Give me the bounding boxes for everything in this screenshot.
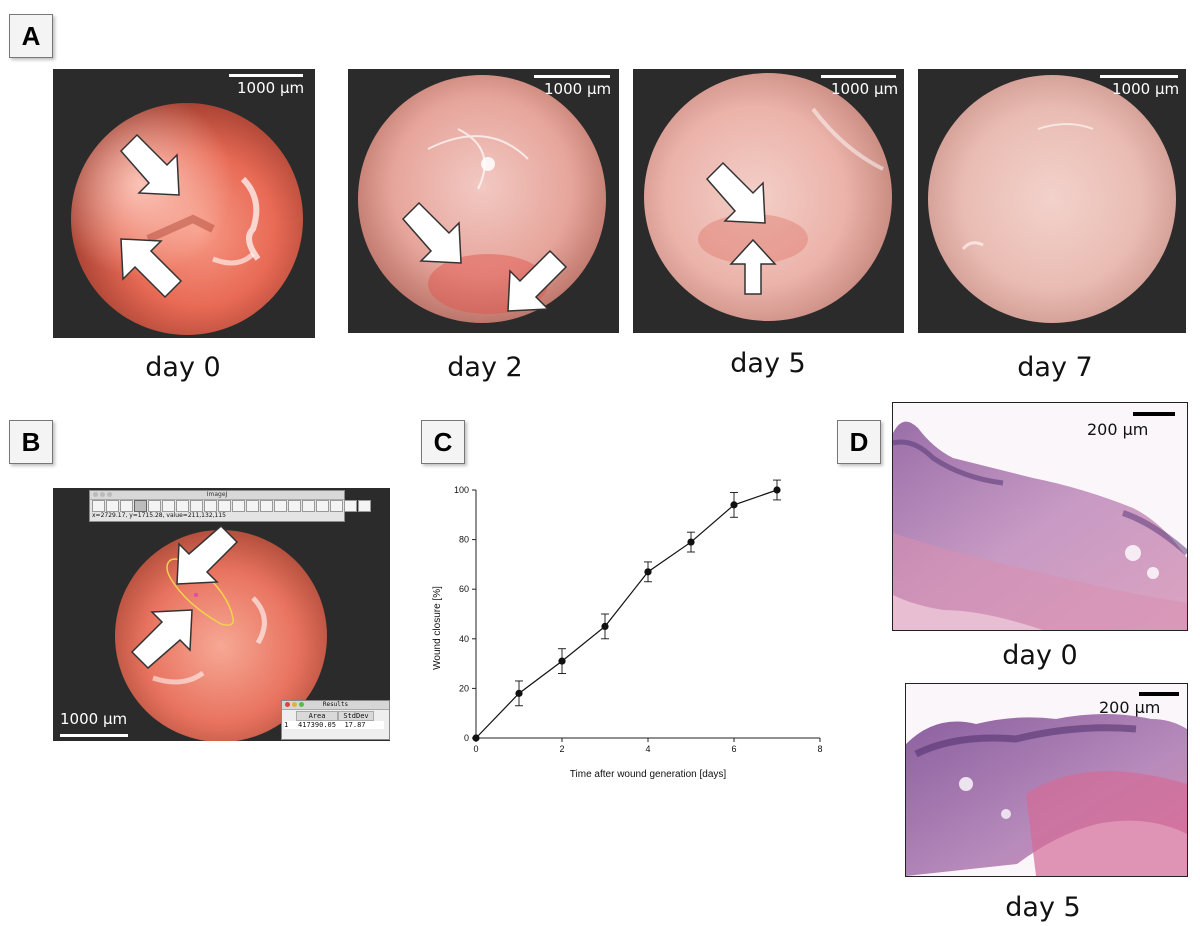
y-tick-label: 0 xyxy=(464,733,469,743)
endoscopy-image-day5: 1000 µm xyxy=(633,69,904,333)
endoscopy-image-day0: 1000 µm xyxy=(53,69,315,338)
results-cell-index: 1 xyxy=(284,721,289,729)
scale-bar-label: 1000 µm xyxy=(237,79,305,97)
wand-tool-icon[interactable] xyxy=(190,500,203,512)
results-title: Results xyxy=(322,701,349,708)
scale-bar-line xyxy=(1133,412,1175,416)
endoscopy-image-day2: 1000 µm xyxy=(348,69,619,333)
imagej-toolbar-window[interactable]: ImageJ x=2729.17, y=1715.28, value=211,1… xyxy=(89,490,371,522)
oval-tool-icon[interactable] xyxy=(106,500,119,512)
results-header-row: Area StdDev xyxy=(284,711,374,721)
levels-tool-icon[interactable] xyxy=(288,500,301,512)
results-cell-stddev: 17.87 xyxy=(344,721,366,729)
zoom-icon[interactable] xyxy=(299,702,304,707)
chart-series xyxy=(472,479,781,742)
x-axis-label: Time after wound generation [days] xyxy=(570,769,727,780)
results-header-area[interactable]: Area xyxy=(296,711,338,721)
data-point xyxy=(773,486,781,494)
imagej-window-title: ImageJ xyxy=(206,491,228,498)
minimize-icon[interactable] xyxy=(100,492,105,497)
x-tick-label: 0 xyxy=(473,744,478,754)
chart-axes xyxy=(475,490,820,739)
stack-tool-icon[interactable] xyxy=(274,500,287,512)
caption-histology-day5: day 5 xyxy=(1005,892,1081,923)
close-icon[interactable] xyxy=(285,702,290,707)
wound-closure-chart: 0 20 40 60 80 100 0 2 4 6 8 Time after wound gener… xyxy=(432,479,823,780)
freehand-tool-icon[interactable] xyxy=(134,500,147,512)
caption-day2: day 2 xyxy=(447,352,523,383)
record-tool-icon[interactable] xyxy=(344,500,357,512)
scale-bar-line xyxy=(229,74,303,77)
data-point xyxy=(730,501,738,509)
scale-bar-label: 1000 µm xyxy=(831,80,899,98)
scale-bar-label: 200 µm xyxy=(1087,420,1149,439)
y-tick-label: 20 xyxy=(459,683,469,693)
scale-bar-label: 1000 µm xyxy=(60,710,128,728)
histology-image-day0: 200 µm xyxy=(892,402,1188,631)
imagej-titlebar[interactable]: ImageJ xyxy=(90,491,344,500)
imagej-status-text: x=2729.17, y=1715.28, value=211,132,115 xyxy=(92,512,226,519)
more-tools-icon[interactable] xyxy=(358,500,371,512)
hand-tool-icon[interactable] xyxy=(232,500,245,512)
panel-label-a: A xyxy=(9,14,53,58)
x-tick-label: 4 xyxy=(645,744,650,754)
endoscopy-image-day7: 1000 µm xyxy=(918,69,1186,333)
imagej-measurement-image: 1000 µm xyxy=(53,488,390,741)
scale-bar-line xyxy=(60,734,128,737)
lut-tool-icon[interactable] xyxy=(302,500,315,512)
histology-image-day5: 200 µm xyxy=(905,683,1188,877)
results-header-index xyxy=(284,711,296,721)
series-line xyxy=(475,489,778,739)
imagej-tool-row xyxy=(92,500,371,512)
y-tick-label: 100 xyxy=(454,485,469,495)
caption-day0: day 0 xyxy=(145,352,221,383)
y-tick-label: 60 xyxy=(459,584,469,594)
data-point xyxy=(644,568,652,576)
plot-tool-icon[interactable] xyxy=(330,500,343,512)
scale-bar-label: 1000 µm xyxy=(544,80,612,98)
scale-bar-line xyxy=(1100,75,1178,78)
table-row[interactable]: 1 417390.05 17.87 xyxy=(284,721,384,729)
y-tick-label: 40 xyxy=(459,634,469,644)
panel-label-b: B xyxy=(9,420,53,464)
panel-label-c: C xyxy=(421,420,465,464)
line-tool-icon[interactable] xyxy=(148,500,161,512)
caption-day7: day 7 xyxy=(1017,352,1093,383)
text-tool-icon[interactable] xyxy=(204,500,217,512)
scale-bar-label: 1000 µm xyxy=(1112,80,1180,98)
y-axis-label: Wound closure [%] xyxy=(432,586,443,670)
data-point xyxy=(472,734,480,742)
data-point xyxy=(601,622,609,630)
panel-label-d: D xyxy=(837,420,881,464)
results-titlebar[interactable]: Results xyxy=(282,701,389,710)
imagej-results-window[interactable]: Results Area StdDev 1 417390.05 17.87 xyxy=(281,700,390,740)
caption-day5: day 5 xyxy=(730,348,806,379)
data-point xyxy=(558,657,566,665)
chart-ticks: 0 20 40 60 80 100 0 2 4 6 8 xyxy=(454,485,823,754)
data-point xyxy=(515,689,523,697)
caption-histology-day0: day 0 xyxy=(1002,640,1078,671)
point-tool-icon[interactable] xyxy=(176,500,189,512)
scale-bar-label: 200 µm xyxy=(1099,698,1161,717)
x-tick-label: 6 xyxy=(731,744,736,754)
results-cell-area: 417390.05 xyxy=(298,721,336,729)
rectangle-tool-icon[interactable] xyxy=(92,500,105,512)
minimize-icon[interactable] xyxy=(292,702,297,707)
close-icon[interactable] xyxy=(93,492,98,497)
zoom-icon[interactable] xyxy=(107,492,112,497)
data-point xyxy=(687,538,695,546)
angle-tool-icon[interactable] xyxy=(162,500,175,512)
scale-bar-line xyxy=(821,75,896,78)
magnifier-tool-icon[interactable] xyxy=(218,500,231,512)
x-tick-label: 8 xyxy=(817,744,822,754)
z-tool-icon[interactable] xyxy=(260,500,273,512)
dropper-tool-icon[interactable] xyxy=(246,500,259,512)
scale-bar-line xyxy=(534,75,610,78)
scale-bar-line xyxy=(1139,692,1179,696)
y-tick-label: 80 xyxy=(459,535,469,545)
x-tick-label: 2 xyxy=(559,744,564,754)
polygon-tool-icon[interactable] xyxy=(120,500,133,512)
results-header-stddev[interactable]: StdDev xyxy=(338,711,374,721)
color-tool-icon[interactable] xyxy=(316,500,329,512)
